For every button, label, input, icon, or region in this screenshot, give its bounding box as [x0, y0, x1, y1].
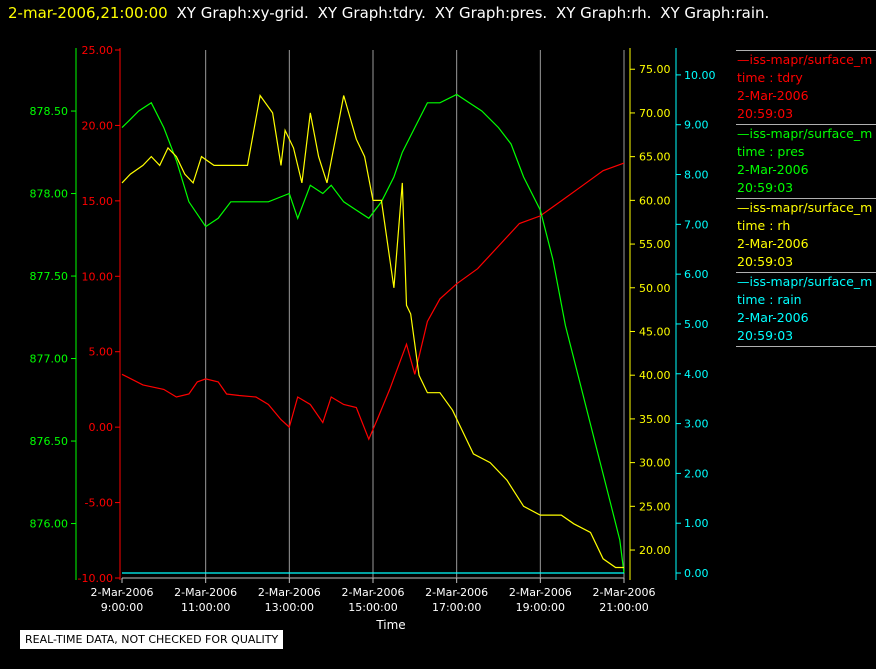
legend-entry-rain: —iss-mapr/surface_m time : rain 2-Mar-20… [736, 272, 876, 345]
legend-time: 20:59:03 [737, 254, 794, 269]
x-tick-date: 2-Mar-2006 [258, 586, 321, 599]
rain-tick-label: 6.00 [684, 268, 709, 281]
legend-field: time : rh [737, 218, 791, 233]
x-tick-time: 11:00:00 [181, 601, 230, 614]
x-tick-date: 2-Mar-2006 [425, 586, 488, 599]
legend: —iss-mapr/surface_m time : tdry 2-Mar-20… [736, 50, 876, 348]
rh-tick-label: 40.00 [639, 369, 671, 382]
legend-field: time : pres [737, 144, 805, 159]
graph-title-rh: XY Graph:rh. [555, 4, 652, 22]
tdry-tick-label: -10.00 [78, 572, 113, 585]
tdry-tick-label: 10.00 [82, 270, 114, 283]
rh-tick-label: 60.00 [639, 194, 671, 207]
x-tick-date: 2-Mar-2006 [342, 586, 405, 599]
legend-time: 20:59:03 [737, 180, 794, 195]
x-tick-time: 13:00:00 [265, 601, 314, 614]
series-line-pres [121, 93, 625, 574]
legend-time: 20:59:03 [737, 328, 794, 343]
legend-entry-rh: —iss-mapr/surface_m time : rh 2-Mar-2006… [736, 198, 876, 271]
x-tick-time: 19:00:00 [516, 601, 565, 614]
tdry-tick-label: 20.00 [82, 119, 114, 132]
legend-entry-tdry: —iss-mapr/surface_m time : tdry 2-Mar-20… [736, 50, 876, 123]
rain-tick-label: 2.00 [684, 467, 709, 480]
series-line-rh [121, 93, 624, 569]
tdry-tick-label: 5.00 [89, 346, 114, 359]
legend-entry-pres: —iss-mapr/surface_m time : pres 2-Mar-20… [736, 124, 876, 197]
series-line-tdry [121, 162, 625, 441]
rain-tick-label: 5.00 [684, 318, 709, 331]
x-tick-date: 2-Mar-2006 [593, 586, 656, 599]
legend-date: 2-Mar-2006 [737, 162, 809, 177]
rain-tick-label: 0.00 [684, 567, 709, 580]
rain-tick-label: 3.00 [684, 418, 709, 431]
tdry-tick-label: 15.00 [82, 195, 114, 208]
x-tick-date: 2-Mar-2006 [91, 586, 154, 599]
rh-tick-label: 30.00 [639, 457, 671, 470]
tdry-tick-label: -5.00 [85, 497, 113, 510]
legend-time: 20:59:03 [737, 106, 794, 121]
rh-tick-label: 20.00 [639, 544, 671, 557]
pres-tick-label: 878.00 [30, 188, 69, 201]
legend-source: —iss-mapr/surface_m [737, 274, 873, 289]
graph-title-grid: XY Graph:xy-grid. [176, 4, 309, 22]
x-tick-time: 21:00:00 [599, 601, 648, 614]
graph-title-rain: XY Graph:rain. [660, 4, 770, 22]
legend-field: time : tdry [737, 70, 803, 85]
rh-tick-label: 75.00 [639, 63, 671, 76]
legend-date: 2-Mar-2006 [737, 310, 809, 325]
legend-date: 2-Mar-2006 [737, 236, 809, 251]
pres-tick-label: 878.50 [30, 105, 69, 118]
legend-end-rule [736, 346, 876, 347]
pres-tick-label: 877.50 [30, 270, 69, 283]
timestamp: 2-mar-2006,21:00:00 [8, 4, 168, 22]
pres-tick-label: 876.50 [30, 435, 69, 448]
x-tick-date: 2-Mar-2006 [509, 586, 572, 599]
rain-tick-label: 4.00 [684, 368, 709, 381]
x-axis-title: Time [375, 618, 405, 632]
legend-source: —iss-mapr/surface_m [737, 126, 873, 141]
x-tick-date: 2-Mar-2006 [174, 586, 237, 599]
legend-source: —iss-mapr/surface_m [737, 200, 873, 215]
rain-tick-label: 8.00 [684, 169, 709, 182]
rh-tick-label: 25.00 [639, 500, 671, 513]
x-tick-time: 15:00:00 [348, 601, 397, 614]
rain-tick-label: 10.00 [684, 69, 716, 82]
tdry-tick-label: 0.00 [89, 421, 114, 434]
x-tick-time: 9:00:00 [101, 601, 143, 614]
rain-tick-label: 9.00 [684, 119, 709, 132]
rh-tick-label: 35.00 [639, 413, 671, 426]
window-header: 2-mar-2006,21:00:00 XY Graph:xy-grid. XY… [8, 4, 773, 22]
rain-tick-label: 7.00 [684, 218, 709, 231]
rh-tick-label: 45.00 [639, 325, 671, 338]
pres-tick-label: 876.00 [30, 518, 69, 531]
x-tick-time: 17:00:00 [432, 601, 481, 614]
rh-tick-label: 55.00 [639, 238, 671, 251]
legend-source: —iss-mapr/surface_m [737, 52, 873, 67]
graph-title-tdry: XY Graph:tdry. [317, 4, 426, 22]
rh-tick-label: 50.00 [639, 282, 671, 295]
legend-field: time : rain [737, 292, 802, 307]
rain-tick-label: 1.00 [684, 517, 709, 530]
legend-date: 2-Mar-2006 [737, 88, 809, 103]
graph-title-pres: XY Graph:pres. [434, 4, 548, 22]
pres-tick-label: 877.00 [30, 353, 69, 366]
tdry-tick-label: 25.00 [82, 44, 114, 57]
rh-tick-label: 65.00 [639, 151, 671, 164]
quality-notice: REAL-TIME DATA, NOT CHECKED FOR QUALITY [20, 630, 284, 649]
rh-tick-label: 70.00 [639, 107, 671, 120]
